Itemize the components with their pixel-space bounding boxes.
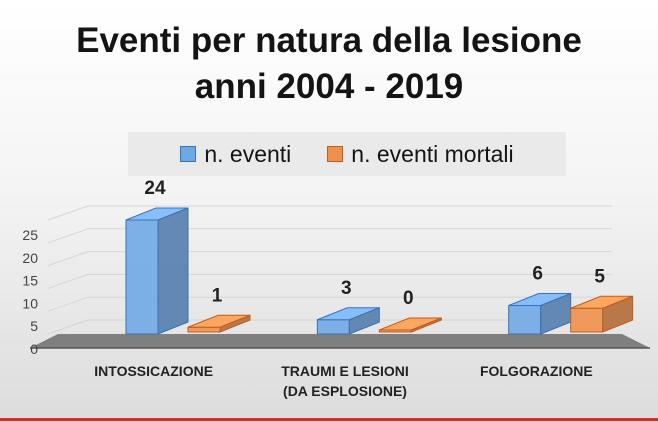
gridline-side-5 bbox=[47, 205, 89, 221]
gridline-side-0 bbox=[47, 319, 89, 335]
bar-eventi-0-label: 24 bbox=[144, 178, 166, 199]
bar-mortali-0-label: 1 bbox=[212, 285, 223, 306]
bar-eventi-0-side bbox=[157, 207, 189, 335]
x-tick-label-1-1: (DA ESPLOSIONE) bbox=[283, 383, 407, 399]
y-tick-label-0: 0 bbox=[30, 341, 38, 357]
bar-mortali-2-top bbox=[570, 295, 633, 309]
gridline-side-2 bbox=[47, 273, 89, 289]
bar-mortali-1-label: 0 bbox=[403, 288, 414, 309]
chart-title-line-2: anni 2004 - 2019 bbox=[194, 67, 464, 106]
y-tick-label-4: 20 bbox=[22, 250, 38, 266]
legend: n. eventi n. eventi mortali bbox=[128, 132, 566, 176]
gridline-side-1 bbox=[47, 296, 89, 312]
bar-eventi-2-front bbox=[508, 305, 542, 335]
x-tick-label-2-0: FOLGORAZIONE bbox=[480, 363, 593, 379]
chart-title-line-1: Eventi per natura della lesione bbox=[76, 21, 582, 60]
bar-eventi-1-label: 3 bbox=[341, 278, 352, 299]
bar-eventi-2-top bbox=[508, 293, 571, 306]
legend-swatch-n-eventi bbox=[180, 146, 197, 162]
x-tick-label-0-0: INTOSSICAZIONE bbox=[94, 363, 213, 379]
gridline-side-4 bbox=[47, 228, 89, 244]
bar-eventi-0-top bbox=[125, 207, 189, 221]
legend-entry-n-eventi: n. eventi bbox=[180, 141, 291, 168]
bar-mortali-2-front bbox=[570, 307, 604, 333]
gridline-side-3 bbox=[47, 251, 89, 267]
bar-mortali-1-top bbox=[379, 317, 442, 331]
y-tick-label-1: 5 bbox=[30, 318, 38, 334]
legend-label-n-eventi-mortali: n. eventi mortali bbox=[351, 140, 514, 167]
bar-eventi-2-label: 6 bbox=[532, 264, 543, 285]
legend-label-n-eventi: n. eventi bbox=[204, 140, 292, 167]
bar-mortali-0-top bbox=[187, 314, 251, 328]
bottom-accent-line bbox=[0, 418, 658, 421]
y-tick-label-3: 15 bbox=[22, 273, 38, 289]
bar-eventi-1-front bbox=[316, 319, 350, 335]
x-tick-label-1-0: TRAUMI E LESIONI bbox=[281, 363, 409, 379]
y-tick-label-5: 25 bbox=[22, 227, 38, 243]
bar-eventi-1-top bbox=[317, 307, 380, 321]
legend-entry-n-eventi-mortali: n. eventi mortali bbox=[327, 140, 514, 168]
chart-floor bbox=[30, 334, 650, 348]
legend-swatch-n-eventi-mortali bbox=[327, 146, 344, 162]
y-tick-label-2: 10 bbox=[22, 295, 38, 311]
chart-title: Eventi per natura della lesione anni 200… bbox=[0, 18, 658, 110]
bar-mortali-0-front bbox=[187, 326, 221, 333]
bar-eventi-0-front bbox=[125, 219, 159, 335]
bar-mortali-2-label: 5 bbox=[594, 266, 605, 287]
